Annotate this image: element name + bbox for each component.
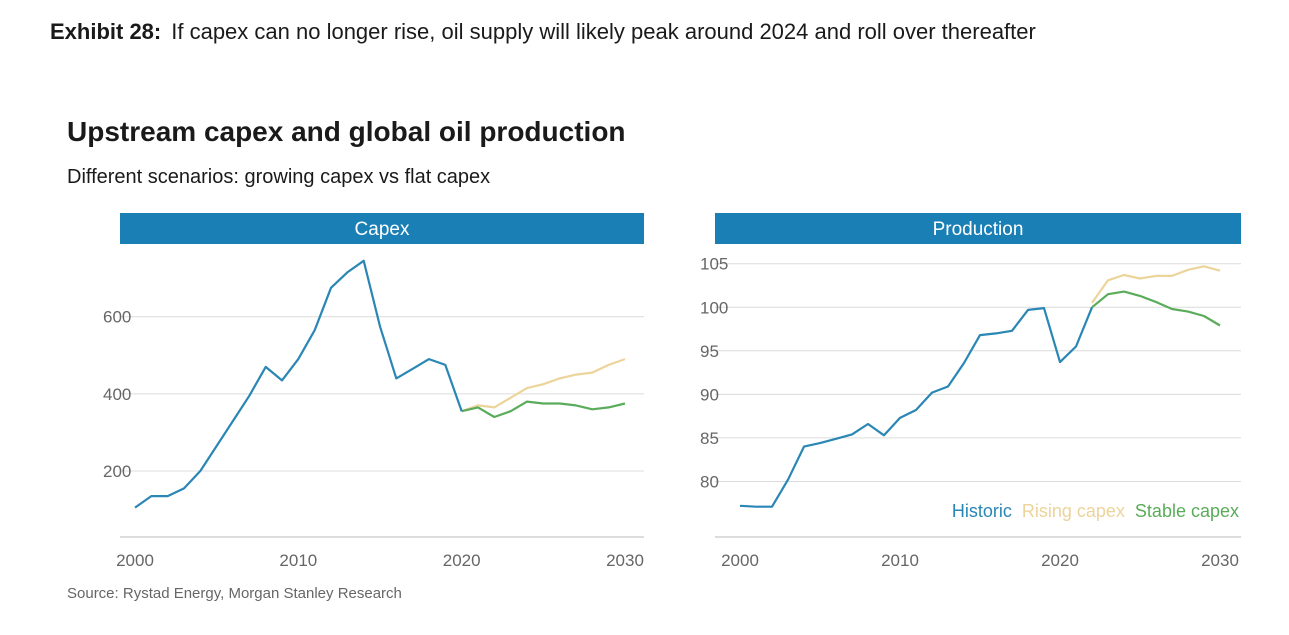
chart-title: Upstream capex and global oil production — [67, 116, 626, 147]
panel-header-bar — [120, 213, 644, 244]
y-tick-label: 200 — [103, 462, 131, 481]
y-tick-label: 90 — [700, 385, 719, 404]
x-tick-label: 2020 — [443, 551, 481, 570]
exhibit-caption: Exhibit 28: If capex can no longer rise, … — [50, 16, 1230, 48]
series-line-stable-capex — [1091, 290, 1221, 327]
panel-header-bar — [715, 213, 1241, 244]
legend-item-stable-capex: Stable capex — [1135, 501, 1239, 521]
exhibit-label: Exhibit 28: — [50, 19, 162, 44]
panel-header-title: Capex — [355, 219, 410, 240]
x-tick-label: 2030 — [1201, 551, 1239, 570]
exhibit-text: If capex can no longer rise, oil supply … — [171, 19, 1036, 44]
legend-item-historic: Historic — [952, 501, 1012, 521]
x-tick-label: 2020 — [1041, 551, 1079, 570]
x-tick-label: 2010 — [279, 551, 317, 570]
y-tick-label: 105 — [700, 255, 728, 274]
x-tick-label: 2000 — [721, 551, 759, 570]
y-tick-label: 600 — [103, 308, 131, 327]
capex-panel: Capex 200 400 600 2000 2010 2020 2030 — [103, 213, 644, 570]
y-tick-label: 95 — [700, 342, 719, 361]
x-tick-label: 2010 — [881, 551, 919, 570]
chart-subtitle: Different scenarios: growing capex vs fl… — [67, 166, 491, 188]
legend: Historic Rising capex Stable capex — [952, 501, 1239, 521]
series-line-rising-capex — [461, 358, 626, 413]
x-tick-label: 2000 — [116, 551, 154, 570]
source-note: Source: Rystad Energy, Morgan Stanley Re… — [67, 585, 402, 602]
panel-header-title: Production — [933, 219, 1024, 240]
y-tick-label: 400 — [103, 385, 131, 404]
y-tick-label: 100 — [700, 298, 728, 317]
series-line-rising-capex — [1091, 265, 1221, 304]
series-line-historic — [134, 259, 463, 509]
legend-item-rising-capex: Rising capex — [1022, 501, 1125, 521]
x-tick-label: 2030 — [606, 551, 644, 570]
production-panel: Production 80 85 90 95 100 105 2000 2010 2020 2030… — [700, 213, 1241, 570]
series-line-stable-capex — [461, 400, 626, 419]
series-line-historic — [739, 306, 1094, 508]
y-tick-label: 85 — [700, 429, 719, 448]
y-tick-label: 80 — [700, 472, 719, 491]
